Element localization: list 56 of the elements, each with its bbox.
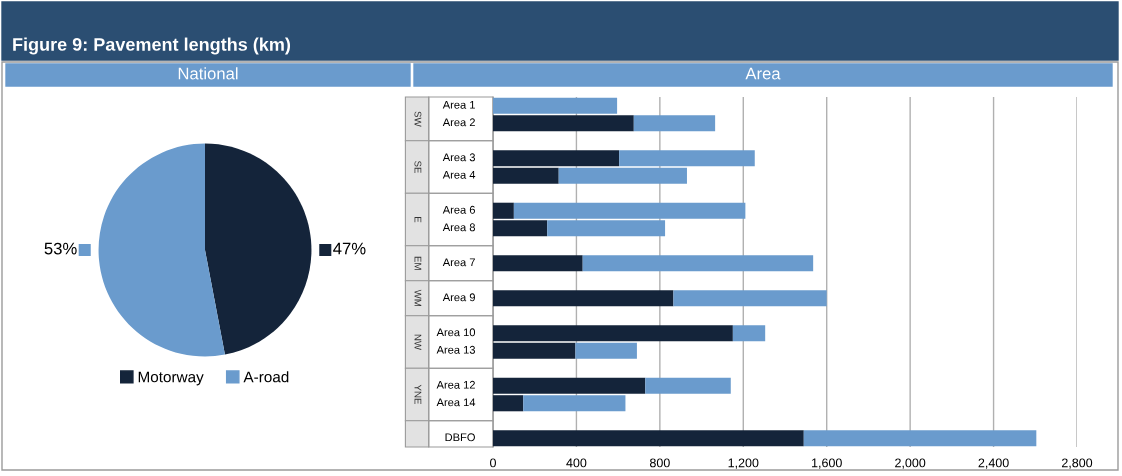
bar [493, 97, 618, 114]
y-tick-label: Area 7 [442, 258, 475, 267]
text: YNE [414, 384, 422, 405]
x-tick-label: 0 [490, 458, 496, 468]
y-tick-label: Area 6 [442, 205, 475, 214]
text: E [414, 217, 422, 223]
bar [523, 395, 626, 412]
bar [493, 167, 559, 184]
x-tick-label: 400 [566, 458, 587, 468]
x-tick-label: 2,000 [895, 458, 926, 469]
y-tick-label: Area 14 [436, 398, 476, 407]
pie-slice [98, 143, 225, 357]
bar [673, 290, 827, 307]
bar [493, 325, 733, 342]
bar [493, 290, 674, 307]
bar [493, 150, 620, 167]
text: EM [414, 256, 422, 270]
x-tick-label: 800 [649, 458, 670, 468]
y-tick-label: Area 9 [442, 293, 475, 302]
x-tick-label: 1,200 [728, 458, 759, 469]
x-tick-label: 2,400 [978, 458, 1009, 469]
y-tick-label: DBFO [445, 433, 475, 442]
bar [493, 342, 576, 359]
bar [493, 430, 804, 447]
y-tick-label: Area 4 [442, 170, 476, 179]
bar [558, 167, 687, 184]
chart-subtitle: Area [745, 67, 781, 80]
y-tick-label: Area 3 [442, 153, 475, 162]
bar [645, 377, 731, 394]
y-tick-label: Area 2 [442, 118, 475, 127]
chart-subtitle: National [178, 67, 238, 80]
text: SE [414, 160, 422, 174]
legend-label: Motorway [138, 371, 204, 386]
bar [619, 150, 755, 167]
chart-title: Figure 9: Pavement lengths (km) [13, 37, 291, 55]
x-tick-label: 2,800 [1061, 458, 1093, 469]
bar [633, 115, 716, 132]
legend-label: A-road [243, 371, 289, 383]
y-tick-label: Area 8 [442, 223, 475, 232]
y-tick-label: Area 13 [436, 345, 475, 354]
text: WM [414, 289, 422, 307]
bar [732, 325, 766, 342]
bar [575, 342, 637, 359]
data-label: 53% [44, 242, 77, 255]
bar [803, 430, 1037, 447]
x-tick-label: 1,600 [812, 458, 842, 469]
text: SW [414, 111, 422, 127]
data-label: 47% [333, 242, 366, 255]
y-tick-label: Area 1 [442, 100, 475, 109]
bar [493, 115, 634, 132]
pie-slice [205, 143, 312, 355]
bar [582, 255, 814, 272]
y-tick-label: Area 12 [436, 380, 475, 389]
text: NW [414, 334, 422, 351]
bar [493, 255, 583, 272]
y-tick-label: Area 10 [436, 328, 476, 337]
